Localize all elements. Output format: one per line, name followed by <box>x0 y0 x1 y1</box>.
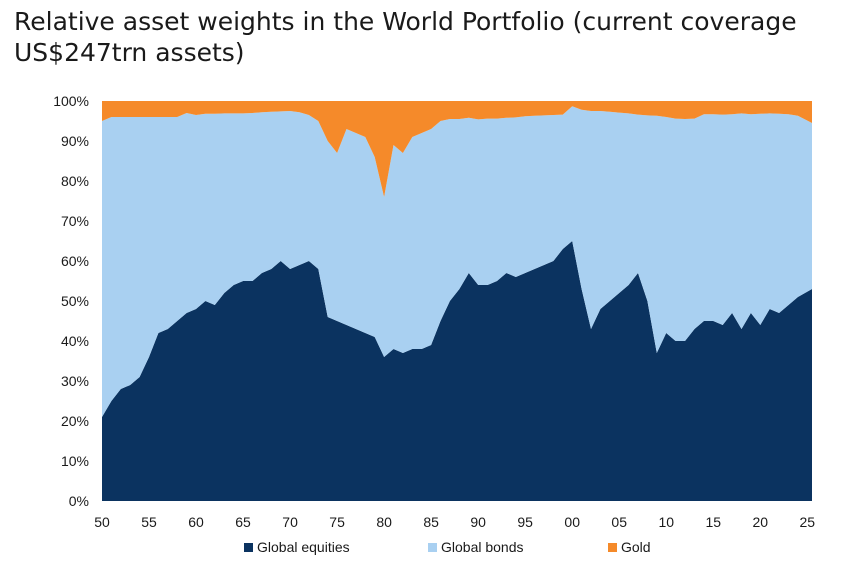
legend-swatch-equities <box>244 543 253 552</box>
x-tick-label: 70 <box>282 514 298 530</box>
plot-areas <box>102 101 812 501</box>
y-tick-label: 20% <box>61 413 89 429</box>
x-tick-label: 00 <box>564 514 580 530</box>
y-tick-label: 10% <box>61 453 89 469</box>
x-tick-label: 25 <box>800 514 816 530</box>
y-tick-label: 0% <box>69 493 89 509</box>
x-tick-label: 95 <box>517 514 533 530</box>
legend-swatch-bonds <box>428 543 437 552</box>
y-tick-label: 40% <box>61 333 89 349</box>
x-tick-label: 55 <box>141 514 157 530</box>
y-tick-label: 50% <box>61 293 89 309</box>
legend: Global equities Global bonds Gold <box>244 539 651 555</box>
x-tick-label: 20 <box>752 514 768 530</box>
x-axis: 50 55 60 65 70 75 80 85 90 95 00 05 10 15 20 25 <box>94 514 815 530</box>
x-tick-label: 65 <box>235 514 251 530</box>
y-tick-label: 80% <box>61 173 89 189</box>
legend-label-gold: Gold <box>621 539 651 555</box>
x-tick-label: 10 <box>658 514 674 530</box>
y-tick-label: 60% <box>61 253 89 269</box>
y-tick-label: 100% <box>53 93 89 109</box>
legend-label-equities: Global equities <box>257 539 350 555</box>
y-tick-label: 30% <box>61 373 89 389</box>
x-tick-label: 05 <box>611 514 627 530</box>
x-tick-label: 60 <box>188 514 204 530</box>
x-tick-label: 75 <box>329 514 345 530</box>
y-tick-label: 90% <box>61 133 89 149</box>
area-gold <box>102 101 812 197</box>
x-tick-label: 90 <box>470 514 486 530</box>
legend-swatch-gold <box>608 543 617 552</box>
chart-title: Relative asset weights in the World Port… <box>14 7 797 67</box>
area-bonds <box>102 106 812 417</box>
x-tick-label: 80 <box>376 514 392 530</box>
legend-label-bonds: Global bonds <box>441 539 524 555</box>
x-tick-label: 85 <box>423 514 439 530</box>
x-tick-label: 15 <box>705 514 721 530</box>
x-tick-label: 50 <box>94 514 110 530</box>
y-axis: 0% 10% 20% 30% 40% 50% 60% 70% 80% 90% 100% <box>53 93 89 509</box>
area-equities <box>102 241 812 501</box>
y-tick-label: 70% <box>61 213 89 229</box>
